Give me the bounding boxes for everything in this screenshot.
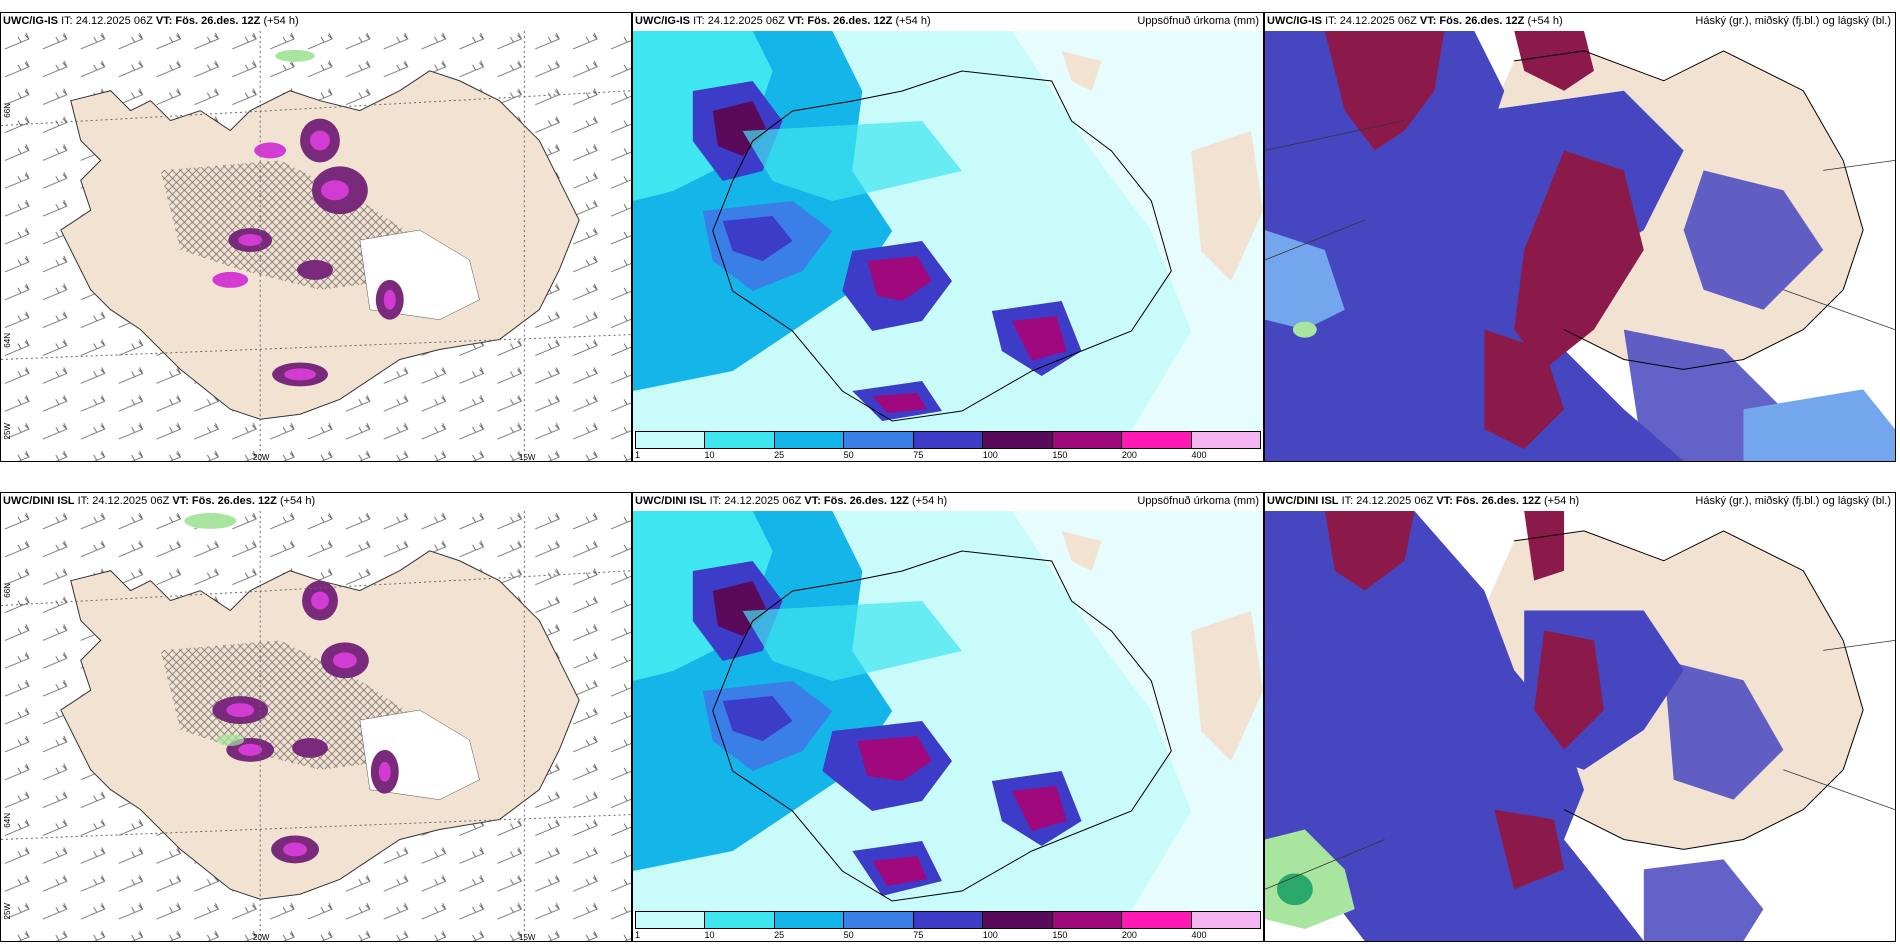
legend-swatch [1122,912,1192,928]
legend-label: 1 [635,930,641,940]
lat-label-66n: 66N [3,103,12,118]
legend-label: 50 [843,930,854,940]
lon-label-15w: 15W [519,453,536,462]
legend-label: 25 [774,450,785,460]
legend-label: 400 [1191,930,1207,940]
legend-swatch [1052,912,1123,928]
cloud-map [1265,31,1895,461]
legend-labels: 1 10 25 50 75 100 150 200 400 [635,929,1261,941]
panel-header: UWC/IG-IS IT: 24.12.2025 06Z VT: Fös. 26… [1267,15,1563,27]
legend-swatch [913,912,984,928]
legend-swatch [983,912,1053,928]
lon-label-15w: 15W [519,933,536,942]
legend-swatch [1052,432,1123,448]
legend-label: 400 [1191,450,1207,460]
legend-label: 150 [1052,930,1068,940]
wind-snow-panel-top: UWC/IG-IS IT: 24.12.2025 06Z VT: Fös. 26… [0,12,632,462]
panel-header: UWC/DINI ISL IT: 24.12.2025 06Z VT: Fös.… [635,495,948,507]
legend-label: 75 [913,450,924,460]
precip-title: Uppsöfnuð úrkoma (mm) [1137,15,1259,27]
legend-label: 100 [982,930,998,940]
legend-swatch [705,912,775,928]
panel-header: UWC/DINI ISL IT: 24.12.2025 06Z VT: Fös.… [3,495,316,507]
panel-header: UWC/IG-IS IT: 24.12.2025 06Z VT: Fös. 26… [635,15,931,27]
legend-label: 75 [913,930,924,940]
precip-map [633,31,1263,431]
precip-legend: 1 10 25 50 75 100 150 200 400 [635,911,1261,941]
lat-label-64n: 64N [3,813,12,828]
cloud-map [1265,511,1895,941]
cloud-title: Háský (gr.), miðský (fj.bl.) og lágský (… [1695,15,1891,27]
legend-label: 10 [704,930,715,940]
legend-label: 100 [982,450,998,460]
legend-swatch [774,432,845,448]
legend-label: 25 [774,930,785,940]
legend-label: 200 [1121,930,1137,940]
legend-swatch [705,432,775,448]
lon-label-20w: 20W [253,453,270,462]
precip-title: Uppsöfnuð úrkoma (mm) [1137,495,1259,507]
legend-label: 150 [1052,450,1068,460]
legend-label: 200 [1121,450,1137,460]
legend-labels: 1 10 25 50 75 100 150 200 400 [635,449,1261,461]
legend-swatch [636,912,706,928]
cloud-title: Háský (gr.), miðský (fj.bl.) og lágský (… [1695,495,1891,507]
precip-map [633,511,1263,911]
lon-label-20w: 20W [253,933,270,942]
legend-swatch [1122,432,1192,448]
legend-color-bar [635,431,1261,449]
legend-label: 1 [635,450,641,460]
panel-header: UWC/DINI ISL IT: 24.12.2025 06Z VT: Fös.… [1267,495,1580,507]
cloud-panel-top: UWC/IG-IS IT: 24.12.2025 06Z VT: Fös. 26… [1264,12,1896,462]
legend-label: 50 [843,450,854,460]
legend-swatch [1191,912,1260,928]
lon-label-25w: 25W [3,903,12,920]
legend-swatch [636,432,706,448]
wind-snow-panel-bottom: UWC/DINI ISL IT: 24.12.2025 06Z VT: Fös.… [0,492,632,942]
legend-swatch [983,432,1053,448]
legend-swatch [844,912,914,928]
precip-legend: 1 10 25 50 75 100 150 200 400 [635,431,1261,461]
legend-label: 10 [704,450,715,460]
legend-swatch [913,432,984,448]
wind-snow-map [1,511,631,941]
wind-snow-map [1,31,631,461]
legend-swatch [1191,432,1260,448]
cloud-panel-bottom: UWC/DINI ISL IT: 24.12.2025 06Z VT: Fös.… [1264,492,1896,942]
lon-label-25w: 25W [3,423,12,440]
lat-label-66n: 66N [3,583,12,598]
legend-swatch [844,432,914,448]
legend-swatch [774,912,845,928]
lat-label-64n: 64N [3,333,12,348]
precip-panel-top: UWC/IG-IS IT: 24.12.2025 06Z VT: Fös. 26… [632,12,1264,462]
panel-header: UWC/IG-IS IT: 24.12.2025 06Z VT: Fös. 26… [3,15,299,27]
precip-panel-bottom: UWC/DINI ISL IT: 24.12.2025 06Z VT: Fös.… [632,492,1264,942]
legend-color-bar [635,911,1261,929]
